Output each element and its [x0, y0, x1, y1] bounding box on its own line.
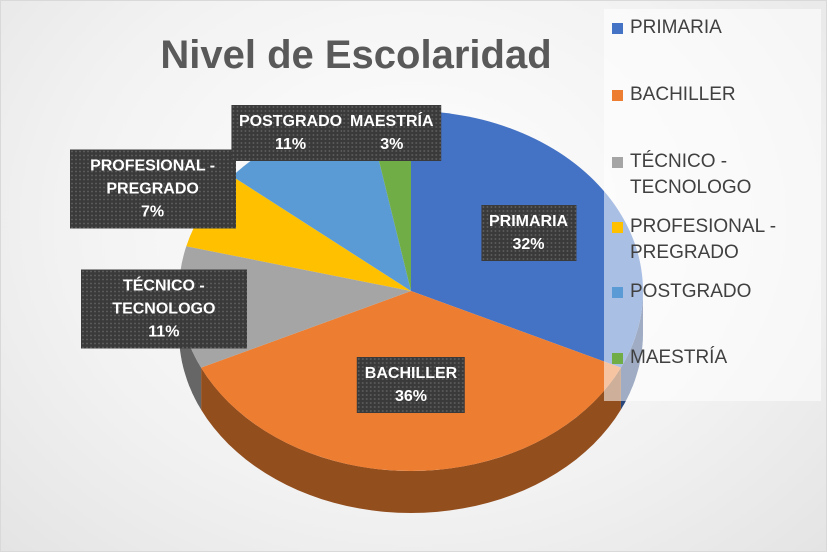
legend-swatch — [612, 23, 623, 34]
data-label-value: 3% — [380, 136, 404, 154]
legend-swatch — [612, 353, 623, 364]
legend-label: PRIMARIA — [630, 17, 722, 38]
legend-entry: TÉCNICO - TECNOLOGO — [612, 149, 820, 201]
data-label-value: 32% — [512, 236, 545, 254]
legend-swatch — [612, 90, 623, 101]
legend-label: MAESTRÍA — [630, 347, 728, 368]
legend-entry: PROFESIONAL - PREGRADO — [612, 214, 820, 266]
legend-entry: MAESTRÍA — [612, 345, 820, 371]
legend-label: TÉCNICO - TECNOLOGO — [630, 151, 752, 198]
data-label-value: 7% — [141, 203, 165, 221]
data-label: PRIMARIA 32% — [480, 205, 577, 262]
data-label-value: 11% — [148, 323, 180, 341]
legend-entry: POSTGRADO — [612, 279, 820, 305]
data-label-category: PROFESIONAL - PREGRADO — [90, 157, 216, 198]
legend-label: BACHILLER — [630, 84, 736, 105]
data-label-value: 11% — [274, 135, 307, 153]
data-label-category: BACHILLER — [364, 364, 458, 382]
legend-label: POSTGRADO — [630, 281, 752, 302]
legend-swatch — [612, 222, 623, 233]
data-label: POSTGRADO 11% — [230, 104, 351, 161]
data-label: BACHILLER 36% — [356, 356, 466, 413]
legend: PRIMARIA BACHILLER TÉCNICO - TECNOLOGO PROF… — [604, 9, 821, 401]
legend-swatch — [612, 287, 623, 298]
data-label-category: TÉCNICO - TECNOLOGO — [112, 277, 216, 318]
data-label: TÉCNICO - TECNOLOGO 11% — [80, 269, 247, 349]
slice-side — [179, 291, 202, 410]
legend-entry: PRIMARIA — [612, 15, 820, 41]
data-label: PROFESIONAL - PREGRADO 7% — [69, 149, 236, 229]
data-label-category: MAESTRÍA — [350, 113, 434, 131]
data-label-value: 36% — [394, 387, 428, 405]
slice-side — [201, 367, 621, 513]
data-label: MAESTRÍA 3% — [342, 105, 442, 162]
legend-label: PROFESIONAL - PREGRADO — [630, 216, 777, 263]
data-label-category: POSTGRADO — [238, 112, 343, 130]
data-label-category: PRIMARIA — [488, 213, 569, 231]
legend-swatch — [612, 157, 623, 168]
pie-slice — [186, 176, 411, 291]
legend-entry: BACHILLER — [612, 82, 820, 108]
chart-title: Nivel de Escolaridad — [160, 33, 552, 77]
